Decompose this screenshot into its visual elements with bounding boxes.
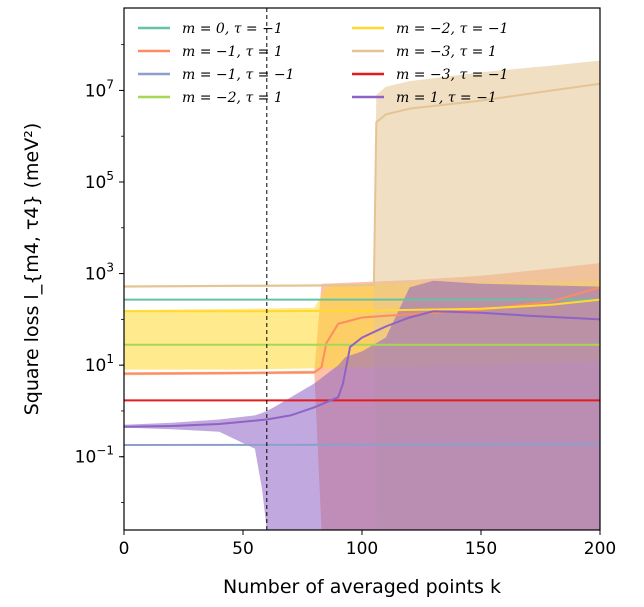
legend-label: m = −1, τ = 1 [182, 44, 283, 60]
legend-label: m = −3, τ = 1 [396, 44, 497, 60]
y-axis-label: Square loss l_{m4, τ4} (meV²) [21, 123, 43, 416]
legend-label: m = −2, τ = −1 [396, 21, 508, 37]
y-tick-label: 103 [85, 261, 114, 285]
line-series-1 [123, 286, 601, 375]
y-axis-ticks: 10−1 101 103 105 107 [75, 44, 124, 503]
line-series-5 [123, 82, 601, 288]
x-tick-label: 0 [119, 539, 130, 559]
x-tick-label: 100 [346, 539, 378, 559]
y-tick-label: 101 [85, 352, 114, 376]
legend-label: m = −2, τ = 1 [182, 90, 283, 106]
y-tick-label: 107 [85, 77, 114, 101]
y-tick-label: 105 [85, 169, 114, 193]
legend-label: m = −1, τ = −1 [182, 67, 294, 83]
series-lines [123, 82, 601, 446]
legend-label: m = −3, τ = −1 [396, 67, 508, 83]
x-tick-label: 50 [232, 539, 254, 559]
x-axis-ticks: 0 50 100 150 200 [119, 530, 616, 559]
line-series-7 [123, 310, 601, 428]
x-tick-label: 200 [584, 539, 616, 559]
x-axis-label: Number of averaged points k [223, 576, 501, 598]
line-series-2 [123, 443, 601, 446]
band-series-7 [124, 280, 600, 530]
x-tick-label: 150 [465, 539, 497, 559]
uncertainty-bands [124, 60, 600, 530]
legend: m = 0, τ = −1 m = −1, τ = 1 m = −1, τ = −1… [138, 21, 508, 106]
y-tick-label: 10−1 [75, 444, 114, 468]
legend-label: m = 0, τ = −1 [182, 21, 283, 37]
line-series-4 [124, 298, 601, 313]
legend-label: m = 1, τ = −1 [396, 90, 497, 106]
